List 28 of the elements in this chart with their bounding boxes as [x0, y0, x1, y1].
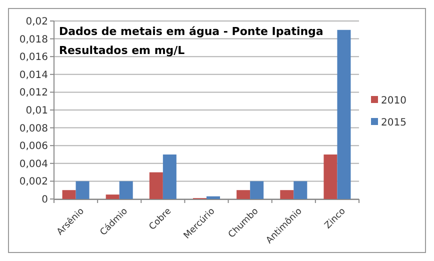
y-tick-label: 0,018 [19, 34, 48, 46]
bar [236, 190, 250, 199]
bar [337, 30, 351, 199]
y-tick-label: 0,016 [19, 52, 48, 64]
legend-label: 2015 [381, 118, 406, 128]
y-tick-label: 0,014 [19, 70, 48, 81]
y-tick-label: 0,004 [19, 158, 48, 170]
bar [162, 154, 176, 199]
text: Resultados em mg/L [59, 44, 185, 57]
bar [280, 190, 294, 199]
chart-title: Dados de metais em água - Ponte Ipatinga [59, 25, 324, 38]
legend-label: 2010 [381, 96, 406, 106]
bar [250, 181, 264, 199]
y-tick-label: 0,002 [19, 176, 48, 188]
bar [62, 190, 76, 199]
bar [106, 194, 120, 199]
bar [206, 196, 220, 199]
bar [119, 181, 133, 199]
bar [76, 181, 90, 199]
y-tick-label: 0,02 [26, 16, 48, 28]
y-tick-label: 0,01 [26, 106, 48, 116]
y-tick-label: 0,008 [19, 123, 48, 134]
bar [149, 172, 163, 199]
bar [294, 181, 308, 199]
y-tick-label: 0,006 [19, 141, 48, 152]
y-tick-label: 0,012 [19, 88, 48, 99]
y-tick-label: 0 [42, 194, 48, 206]
bar [324, 154, 338, 199]
